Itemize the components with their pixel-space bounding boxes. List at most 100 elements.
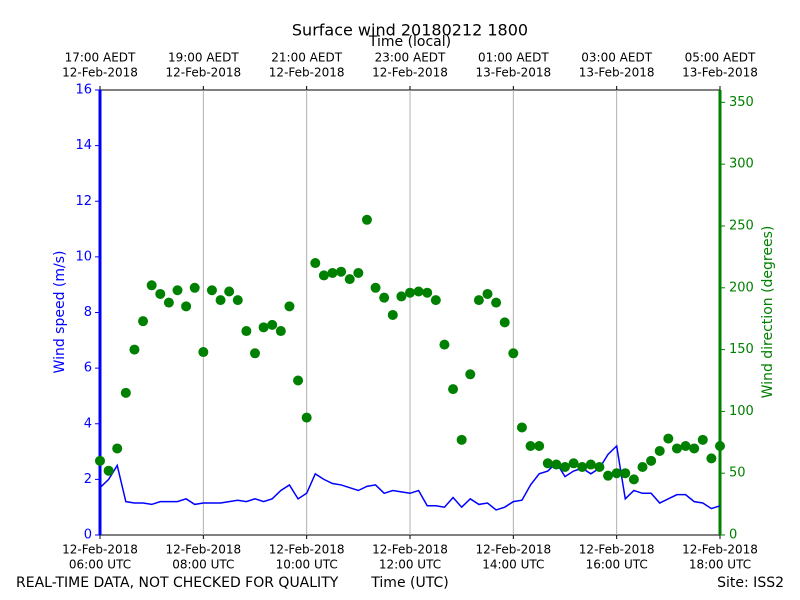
x-tick-label: 12-Feb-2018: [372, 543, 448, 557]
direction-point: [697, 434, 708, 445]
direction-point: [310, 258, 321, 269]
direction-point: [577, 462, 588, 473]
top-x-axis-label: Time (local): [368, 34, 451, 50]
x-tick-label: 16:00 UTC: [586, 558, 648, 572]
direction-point: [293, 375, 304, 386]
y-tick-label: 0: [84, 528, 92, 543]
direction-point: [155, 288, 166, 299]
direction-point: [585, 459, 596, 470]
direction-point: [206, 285, 217, 296]
y-tick-label: 12: [75, 194, 92, 209]
direction-point: [327, 267, 338, 278]
y2-tick-label: 250: [729, 218, 754, 233]
note: REAL-TIME DATA, NOT CHECKED FOR QUALITY: [16, 575, 339, 591]
x-tick-label: 12-Feb-2018: [269, 543, 345, 557]
direction-point: [250, 348, 260, 359]
direction-point: [370, 282, 381, 293]
x-tick-label: 08:00 UTC: [172, 558, 234, 572]
direction-point: [456, 434, 467, 445]
top-x-tick-label: 12-Feb-2018: [62, 66, 138, 80]
direction-point: [232, 295, 243, 306]
direction-point: [146, 280, 157, 291]
direction-point: [103, 465, 114, 476]
y-tick-label: 2: [84, 472, 92, 487]
y2-tick-label: 100: [729, 404, 754, 419]
direction-point: [215, 295, 226, 306]
x-tick-label: 12-Feb-2018: [579, 543, 655, 557]
direction-point: [603, 470, 614, 481]
top-x-tick-label: 13-Feb-2018: [682, 66, 758, 80]
direction-point: [405, 287, 415, 298]
direction-point: [611, 468, 622, 479]
x-tick-label: 18:00 UTC: [689, 558, 751, 572]
y2-tick-label: 200: [729, 280, 754, 295]
direction-point: [499, 317, 510, 328]
y-tick-label: 6: [84, 361, 92, 376]
y-axis-label: Wind speed (m/s): [52, 251, 68, 374]
direction-point: [120, 387, 131, 398]
y-tick-label: 8: [84, 305, 92, 320]
top-x-tick-label: 12-Feb-2018: [269, 66, 345, 80]
direction-point: [663, 433, 674, 444]
top-x-tick-label: 12-Feb-2018: [165, 66, 241, 80]
y2-tick-label: 0: [729, 528, 737, 543]
direction-point: [715, 441, 725, 451]
direction-point: [344, 274, 355, 285]
y2-tick-label: 150: [729, 342, 754, 357]
x-tick-label: 12-Feb-2018: [165, 543, 241, 557]
direction-point: [560, 462, 570, 473]
direction-point: [318, 270, 329, 281]
y-tick-label: 10: [75, 249, 92, 264]
top-x-tick-label: 19:00 AEDT: [168, 51, 239, 65]
direction-point: [422, 287, 433, 298]
direction-point: [671, 443, 682, 454]
direction-point: [706, 453, 717, 464]
x-tick-label: 06:00 UTC: [69, 558, 131, 572]
direction-point: [224, 286, 235, 297]
chart-title: Surface wind 20180212 1800: [292, 21, 528, 40]
direction-point: [181, 301, 192, 312]
direction-point: [448, 384, 459, 395]
y2-axis-label: Wind direction (degrees): [760, 226, 776, 399]
y-tick-label: 16: [75, 83, 92, 98]
direction-point: [258, 322, 269, 333]
direction-point: [387, 309, 398, 320]
y2-tick-label: 50: [729, 466, 746, 481]
y2-tick-label: 350: [729, 95, 754, 110]
top-x-tick-label: 23:00 AEDT: [375, 51, 446, 65]
direction-point: [620, 468, 631, 479]
direction-point: [379, 292, 390, 303]
direction-point: [473, 295, 484, 306]
x-tick-label: 12-Feb-2018: [475, 543, 551, 557]
direction-point: [542, 458, 553, 469]
direction-point: [491, 297, 502, 308]
top-x-tick-label: 01:00 AEDT: [478, 51, 549, 65]
direction-point: [353, 267, 364, 278]
direction-point: [637, 462, 648, 473]
x-tick-label: 12-Feb-2018: [682, 543, 758, 557]
direction-point: [689, 443, 700, 454]
direction-point: [241, 326, 252, 337]
x-tick-label: 12-Feb-2018: [62, 543, 138, 557]
direction-point: [112, 443, 123, 454]
direction-point: [516, 422, 527, 433]
direction-point: [551, 459, 562, 470]
direction-point: [301, 412, 312, 423]
site-label: Site: ISS2: [717, 575, 784, 591]
direction-point: [413, 286, 424, 297]
direction-point: [525, 441, 536, 451]
direction-point: [568, 458, 579, 469]
direction-point: [680, 441, 691, 451]
direction-point: [396, 291, 407, 302]
top-x-tick-label: 21:00 AEDT: [271, 51, 342, 65]
top-x-tick-label: 13-Feb-2018: [475, 66, 551, 80]
direction-point: [646, 455, 657, 466]
direction-point: [361, 214, 372, 225]
top-x-tick-label: 17:00 AEDT: [65, 51, 136, 65]
direction-point: [172, 285, 183, 296]
top-x-tick-label: 13-Feb-2018: [579, 66, 655, 80]
direction-point: [430, 295, 441, 306]
direction-point: [439, 339, 450, 350]
x-tick-label: 10:00 UTC: [276, 558, 338, 572]
